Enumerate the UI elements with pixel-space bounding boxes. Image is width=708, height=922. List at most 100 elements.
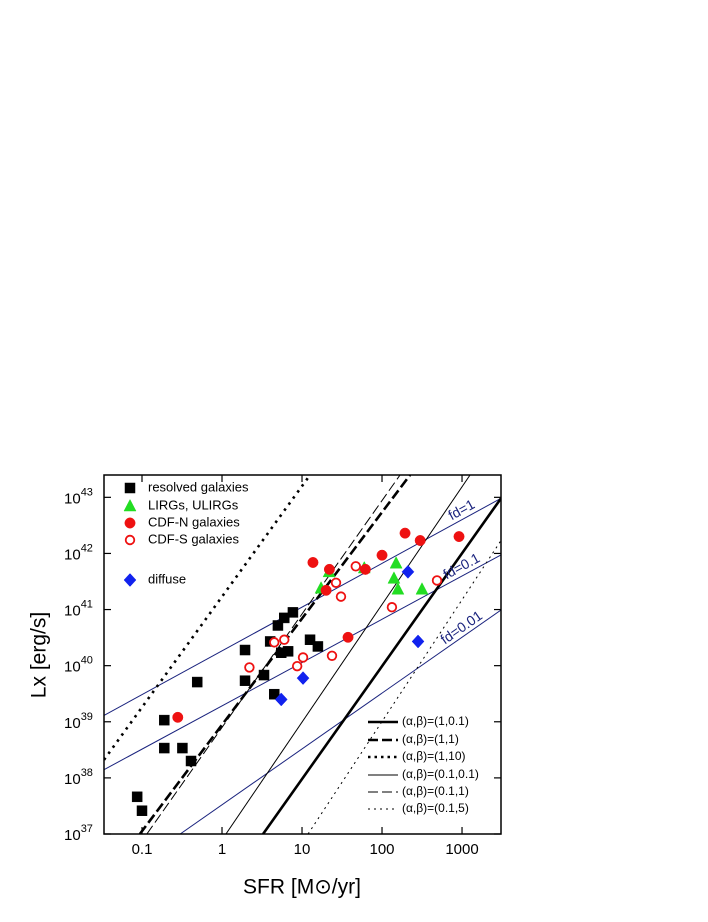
y-tick-base: 10 bbox=[64, 771, 81, 788]
point bbox=[291, 660, 303, 672]
point bbox=[272, 620, 284, 631]
model-line bbox=[307, 540, 501, 834]
point bbox=[376, 549, 388, 561]
legend-label: resolved galaxies bbox=[148, 479, 249, 494]
point bbox=[191, 676, 203, 688]
point bbox=[297, 652, 309, 663]
y-tick-base: 10 bbox=[64, 490, 81, 507]
x-tick-label: 1000 bbox=[445, 841, 478, 858]
point bbox=[123, 498, 137, 512]
point bbox=[172, 711, 184, 723]
y-tick-exponent: 38 bbox=[81, 767, 93, 779]
x-tick-label: 1 bbox=[218, 841, 226, 858]
legend-label: (α,β)=(0.1,5) bbox=[402, 801, 469, 815]
point bbox=[320, 584, 332, 596]
point bbox=[239, 644, 251, 656]
point bbox=[431, 575, 443, 586]
point bbox=[414, 535, 426, 546]
legend-label: (α,β)=(0.1,1) bbox=[402, 784, 469, 798]
legend-label: (α,β)=(1,0.1) bbox=[402, 714, 469, 728]
legend-label: (α,β)=(1,1) bbox=[402, 732, 459, 746]
point bbox=[124, 517, 136, 529]
y-tick-label: 1040 bbox=[64, 655, 93, 676]
x-tick-label: 100 bbox=[370, 841, 395, 858]
y-tick-exponent: 42 bbox=[81, 542, 93, 554]
plot-area bbox=[104, 475, 501, 834]
point bbox=[453, 531, 465, 542]
y-tick-exponent: 37 bbox=[81, 823, 93, 835]
y-tick-exponent: 41 bbox=[81, 598, 93, 610]
point bbox=[244, 662, 255, 673]
y-tick-label: 1041 bbox=[64, 598, 93, 619]
point bbox=[401, 564, 415, 579]
point bbox=[279, 634, 290, 645]
point bbox=[279, 612, 290, 624]
point bbox=[399, 527, 411, 539]
y-tick-base: 10 bbox=[64, 715, 81, 732]
point bbox=[335, 591, 347, 602]
point bbox=[304, 634, 316, 645]
point bbox=[359, 563, 371, 575]
point bbox=[269, 637, 280, 648]
point bbox=[274, 692, 288, 707]
legend-label: LIRGs, ULIRGs bbox=[148, 497, 239, 512]
point bbox=[123, 573, 137, 587]
x-tick-label: 10 bbox=[294, 841, 311, 858]
point bbox=[330, 577, 342, 588]
point bbox=[239, 675, 251, 686]
model-line bbox=[225, 475, 471, 834]
point bbox=[269, 688, 280, 700]
point bbox=[386, 602, 398, 613]
point bbox=[124, 482, 136, 494]
point bbox=[350, 561, 361, 572]
point bbox=[258, 669, 270, 681]
y-tick-base: 10 bbox=[64, 827, 81, 844]
point bbox=[282, 646, 294, 657]
model-line bbox=[179, 609, 501, 834]
legend-label: (α,β)=(0.1,0.1) bbox=[402, 767, 479, 781]
point bbox=[131, 791, 143, 803]
y-tick-label: 1038 bbox=[64, 767, 93, 788]
x-tick-label: 0.1 bbox=[132, 841, 153, 858]
model-line bbox=[138, 475, 412, 834]
point bbox=[323, 563, 335, 575]
point bbox=[312, 641, 324, 652]
y-tick-exponent: 43 bbox=[81, 486, 93, 498]
legend-label: CDF-N galaxies bbox=[148, 514, 240, 529]
y-tick-label: 1042 bbox=[64, 542, 93, 563]
point bbox=[177, 742, 188, 754]
point bbox=[387, 571, 401, 584]
y-tick-base: 10 bbox=[64, 659, 81, 676]
legend-label: (α,β)=(1,10) bbox=[402, 749, 466, 763]
point bbox=[159, 714, 170, 726]
y-tick-base: 10 bbox=[64, 603, 81, 620]
y-tick-exponent: 39 bbox=[81, 711, 93, 723]
point bbox=[411, 634, 425, 649]
y-tick-label: 1039 bbox=[64, 711, 93, 732]
y-tick-base: 10 bbox=[64, 546, 81, 563]
point bbox=[391, 582, 405, 595]
point bbox=[415, 582, 429, 595]
legend-label: diffuse bbox=[148, 571, 186, 586]
point bbox=[296, 671, 310, 685]
point bbox=[136, 805, 148, 816]
legend-label: CDF-S galaxies bbox=[148, 531, 240, 546]
model-line bbox=[104, 497, 501, 716]
point bbox=[342, 631, 354, 643]
x-axis-title: SFR [M⊙/yr] bbox=[243, 876, 361, 899]
point bbox=[159, 742, 170, 754]
y-tick-exponent: 40 bbox=[81, 655, 93, 667]
point bbox=[185, 755, 197, 767]
point bbox=[307, 557, 319, 568]
point bbox=[389, 556, 403, 569]
y-tick-label: 1043 bbox=[64, 486, 93, 507]
point bbox=[287, 607, 299, 618]
model-line bbox=[104, 475, 312, 761]
point bbox=[124, 534, 136, 546]
model-line bbox=[146, 475, 401, 834]
y-tick-label: 1037 bbox=[64, 823, 93, 844]
model-line bbox=[262, 497, 501, 834]
